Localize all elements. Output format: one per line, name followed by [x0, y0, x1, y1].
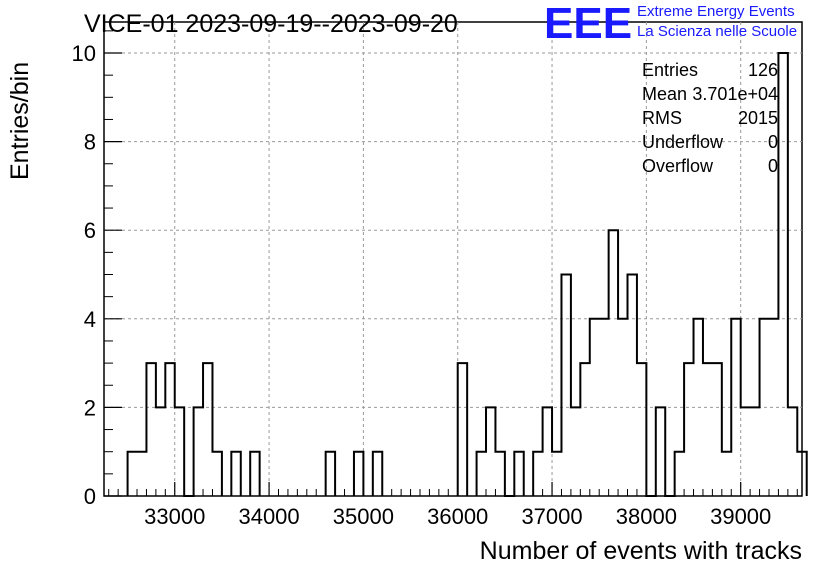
logo-mark: EEE — [544, 0, 632, 44]
histogram-bin — [712, 363, 721, 496]
histogram-bin — [156, 407, 165, 496]
histogram-bin — [495, 452, 504, 496]
y-tick-label: 0 — [84, 484, 96, 509]
histogram-bin — [458, 363, 467, 496]
histogram-bin — [514, 452, 523, 496]
histogram-line — [126, 52, 808, 497]
stats-row-rms: RMS 2015 — [640, 108, 782, 132]
y-tick-label: 8 — [84, 130, 96, 155]
histogram-bin — [203, 363, 212, 496]
histogram-bin — [146, 363, 155, 496]
y-tick-label: 2 — [84, 395, 96, 420]
histogram-bin — [561, 275, 570, 496]
axis-ticks — [104, 30, 798, 497]
x-tick-label: 33000 — [144, 504, 205, 529]
stats-row-overflow: Overflow 0 — [640, 156, 782, 180]
histogram-bin — [675, 452, 684, 496]
stats-label: Overflow — [642, 156, 714, 176]
y-axis-label: Entries/bin — [6, 61, 34, 180]
x-axis-label: Number of events with tracks — [479, 537, 802, 565]
histogram-bin — [373, 452, 382, 496]
x-tick-label: 36000 — [427, 504, 488, 529]
x-tick-label: 39000 — [710, 504, 771, 529]
histogram-bin — [326, 452, 335, 496]
stats-row-mean: Mean 3.701e+04 — [640, 84, 782, 108]
histogram-bin — [543, 407, 552, 496]
stats-row-entries: Entries 126 — [640, 60, 782, 84]
histogram-bin — [637, 363, 646, 496]
y-tick-label: 4 — [84, 307, 96, 332]
stats-value: 126 — [747, 60, 778, 80]
histogram-bin — [722, 452, 731, 496]
stats-value: 2015 — [737, 108, 778, 128]
histogram-bin — [628, 275, 637, 496]
histogram-bin — [684, 363, 693, 496]
stats-value: 0 — [767, 156, 778, 176]
histogram-bin — [175, 407, 184, 496]
histogram-bin — [750, 407, 759, 496]
histogram-bin — [741, 407, 750, 496]
histogram-bin — [703, 363, 712, 496]
histogram-bin — [165, 363, 174, 496]
x-tick-label: 38000 — [616, 504, 677, 529]
x-tick-label: 37000 — [521, 504, 582, 529]
stats-value: 0 — [767, 132, 778, 152]
histogram-bin — [137, 452, 146, 496]
plot-frame — [103, 21, 803, 497]
histogram-bin — [212, 452, 221, 496]
y-tick-label: 10 — [72, 41, 96, 66]
histogram-bin — [533, 452, 542, 496]
eee-logo: EEE — [544, 0, 632, 44]
x-tick-label: 35000 — [333, 504, 394, 529]
stats-box: Entries 126 Mean 3.701e+04 RMS 2015 Unde… — [640, 60, 782, 180]
histogram-bin — [231, 452, 240, 496]
grid-lines — [104, 22, 802, 496]
logo-line-2: La Scienza nelle Scuole — [637, 23, 798, 40]
histogram-bin — [609, 230, 618, 496]
histogram-bin — [486, 407, 495, 496]
stats-label: Mean — [642, 84, 688, 104]
tick-labels: 33000 34000 35000 36000 37000 38000 39000 0 2 4 6 8… — [72, 41, 772, 529]
stats-row-underflow: Underflow 0 — [640, 132, 782, 156]
chart-title: VICE-01 2023-09-19--2023-09-20 — [84, 10, 458, 38]
x-tick-label: 34000 — [238, 504, 299, 529]
logo-text: Extreme Energy Events La Scienza nelle S… — [637, 2, 797, 42]
histogram-bin — [656, 407, 665, 496]
histogram-bin — [571, 407, 580, 496]
stats-label: Entries — [642, 60, 699, 80]
y-tick-label: 6 — [84, 218, 96, 243]
logo-line-1: Extreme Energy Events — [637, 3, 795, 20]
stats-value: 3.701e+04 — [692, 84, 778, 104]
histogram-bin — [250, 452, 259, 496]
stats-label: RMS — [642, 108, 682, 128]
histogram-bin — [552, 452, 561, 496]
stats-label: Underflow — [642, 132, 724, 152]
histogram-bin — [788, 407, 797, 496]
histogram-bin — [128, 452, 137, 496]
histogram-bin — [354, 452, 363, 496]
histogram-bin — [580, 363, 589, 496]
histogram-bin — [194, 407, 203, 496]
histogram-bin — [477, 452, 486, 496]
